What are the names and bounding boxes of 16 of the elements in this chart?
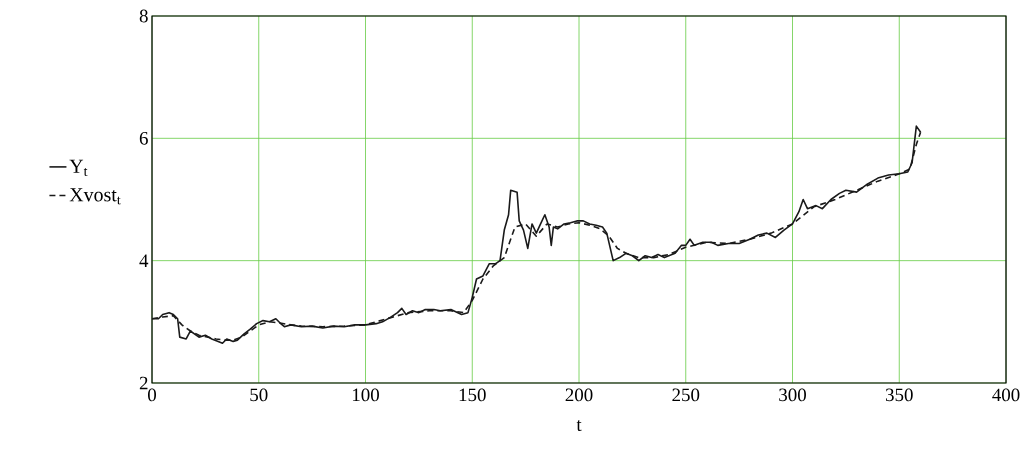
x-tick-label: 150 (459, 388, 486, 402)
y-tick-label: 8 (139, 9, 148, 23)
legend-label: Y$_{t}$ (69, 159, 88, 176)
x-tick-label: 0 (148, 388, 157, 402)
x-axis-title: t (576, 420, 582, 431)
x-tick-label: 50 (250, 388, 268, 402)
x-tick-label: 350 (885, 388, 913, 402)
x-tick-label: 200 (565, 388, 593, 402)
y-tick-label: 2 (139, 376, 148, 390)
legend-label: Xvost$_{t}$ (69, 188, 121, 205)
x-tick-label: 300 (779, 388, 806, 402)
y-tick-label: 4 (139, 254, 149, 267)
x-tick-label: 400 (992, 388, 1020, 402)
x-tick-label: 250 (672, 388, 700, 402)
x-tick-label: 100 (352, 388, 379, 402)
y-tick-label: 6 (139, 131, 148, 145)
